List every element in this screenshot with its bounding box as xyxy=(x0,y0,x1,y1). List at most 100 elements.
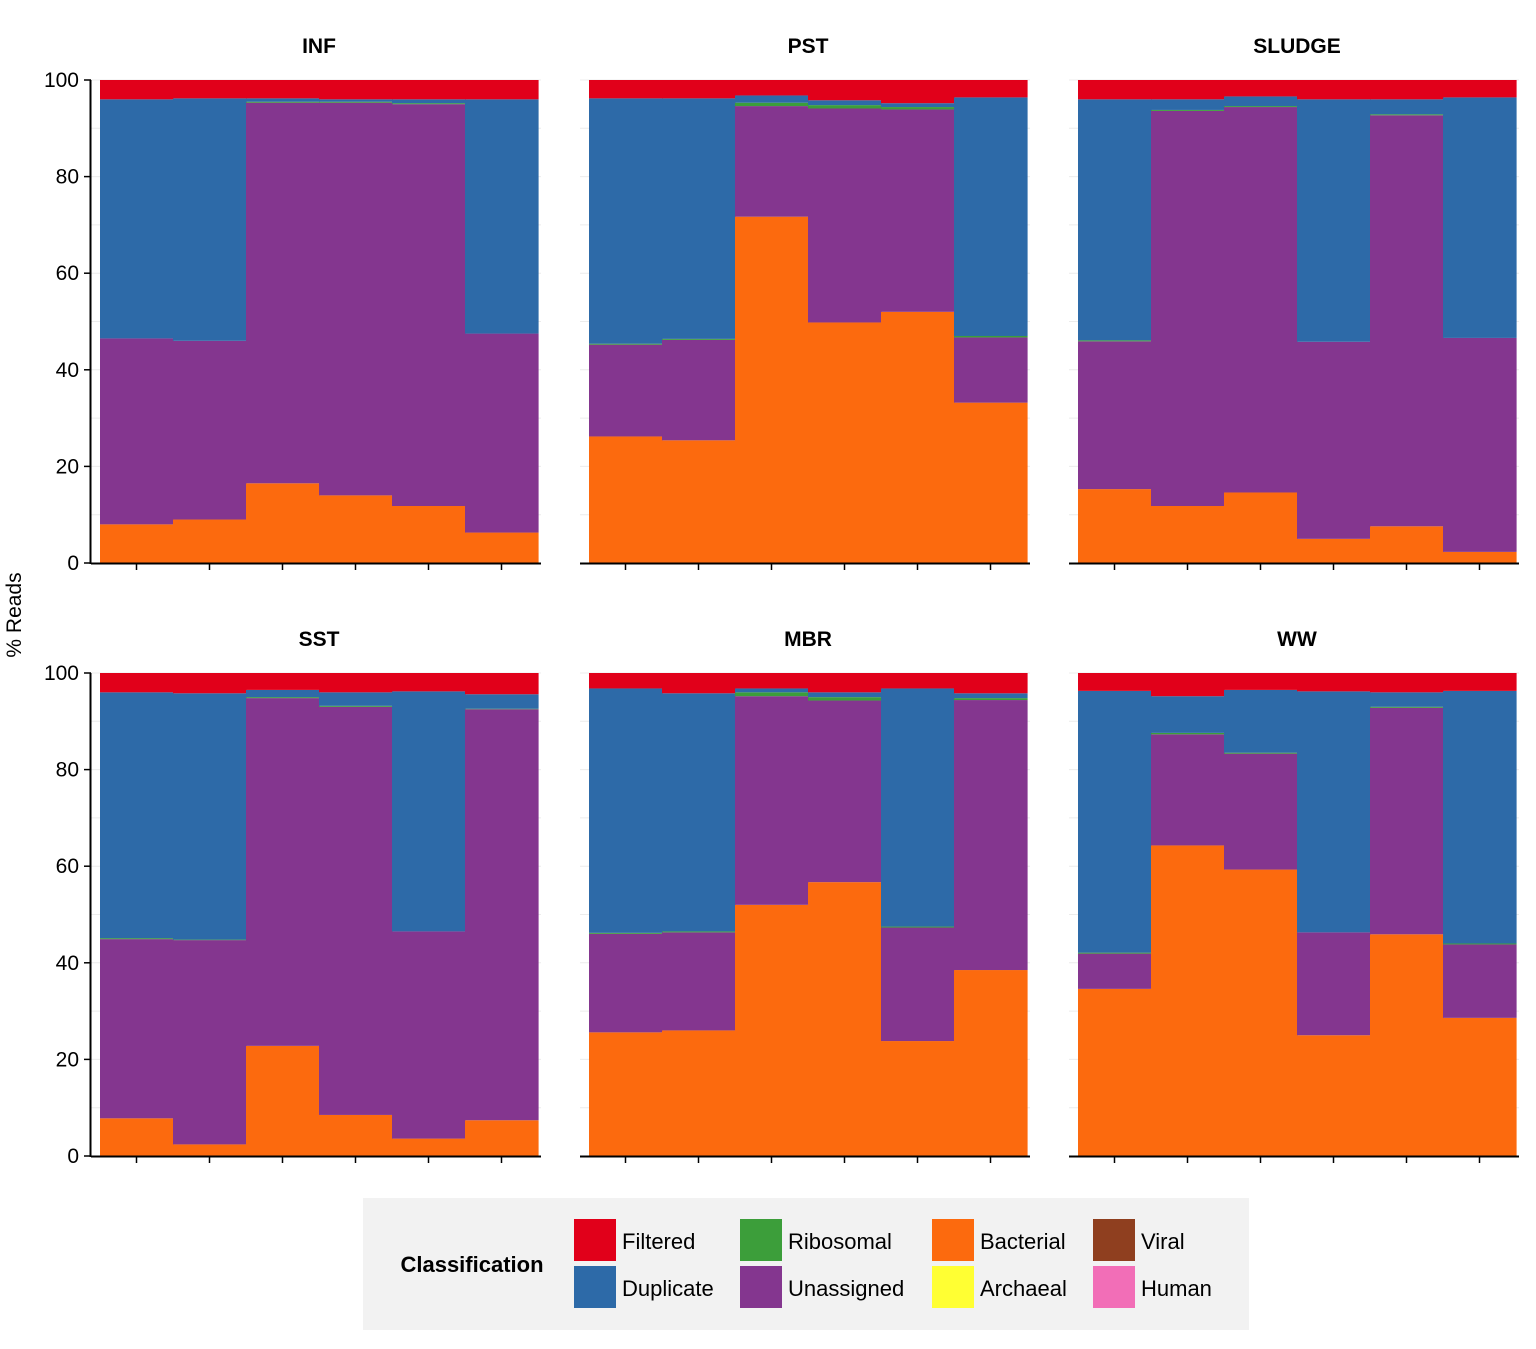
bar-segment-ribosomal xyxy=(881,107,955,110)
bar-segment-filtered xyxy=(1297,673,1371,692)
bar-segment-unassigned xyxy=(1224,753,1298,870)
legend-swatch-unassigned xyxy=(740,1266,782,1308)
bar-segment-unassigned xyxy=(1151,110,1225,507)
bar-segment-unassigned xyxy=(173,340,247,520)
bar-segment-unassigned xyxy=(319,102,393,496)
bar-segment-ribosomal xyxy=(1151,732,1225,735)
bar-segment-duplicate xyxy=(1078,99,1152,341)
bar-segment-filtered xyxy=(589,80,663,99)
bar-segment-ribosomal xyxy=(100,938,174,940)
bar-segment-unassigned xyxy=(589,344,663,437)
bar-segment-filtered xyxy=(319,80,393,100)
bar-segment-ribosomal xyxy=(735,692,809,697)
facet-pst: PST xyxy=(580,35,1030,570)
y-tick-label: 40 xyxy=(56,952,79,975)
bar-segment-filtered xyxy=(881,673,955,689)
y-tick-label: 60 xyxy=(56,262,79,285)
bar-segment-filtered xyxy=(100,673,174,693)
bar-segment-duplicate xyxy=(954,693,1028,699)
bar-segment-unassigned xyxy=(1443,337,1517,552)
bar-segment-ribosomal xyxy=(1370,114,1444,116)
legend-label-ribosomal: Ribosomal xyxy=(788,1229,892,1254)
bar-segment-duplicate xyxy=(1297,691,1371,933)
bar-segment-ribosomal xyxy=(589,343,663,345)
bar-segment-bacterial xyxy=(662,440,736,563)
bar-segment-filtered xyxy=(1224,673,1298,690)
legend-swatch-archaeal xyxy=(932,1266,974,1308)
bar-segment-filtered xyxy=(735,80,809,96)
bar-segment-ribosomal xyxy=(465,708,539,710)
bar-segment-duplicate xyxy=(173,693,247,940)
legend-swatch-duplicate xyxy=(574,1266,616,1308)
bar-segment-ribosomal xyxy=(246,101,320,103)
bar-segment-bacterial xyxy=(465,1120,539,1156)
bar-segment-ribosomal xyxy=(1224,752,1298,754)
legend-label-archaeal: Archaeal xyxy=(980,1276,1067,1301)
bar-segment-unassigned xyxy=(662,339,736,441)
bar-segment-bacterial xyxy=(881,311,955,563)
facets-layer: INF 0 20 40 60 80 100 PST SLUDGE SST 0 20 40 60 80 100 M… xyxy=(44,35,1519,1168)
bar-segment-bacterial xyxy=(589,436,663,563)
bar-segment-ribosomal xyxy=(808,697,882,701)
y-tick-label: 100 xyxy=(44,662,79,685)
bar-segment-duplicate xyxy=(1443,690,1517,944)
y-tick-label: 40 xyxy=(56,359,79,382)
bar-segment-ribosomal xyxy=(735,102,809,107)
bar-segment-bacterial xyxy=(246,1045,320,1156)
bar-segment-duplicate xyxy=(100,99,174,339)
bar-segment-duplicate xyxy=(1224,96,1298,107)
legend-swatch-ribosomal xyxy=(740,1219,782,1261)
legend-title: Classification xyxy=(400,1252,543,1277)
bar-segment-bacterial xyxy=(1443,1017,1517,1156)
bar-segment-filtered xyxy=(1151,673,1225,697)
bar-segment-bacterial xyxy=(1224,492,1298,563)
bar-segment-duplicate xyxy=(465,99,539,334)
bar-segment-bacterial xyxy=(808,322,882,563)
y-tick-label: 60 xyxy=(56,855,79,878)
bar-segment-bacterial xyxy=(954,970,1028,1156)
bar-segment-filtered xyxy=(1297,80,1371,100)
bar-segment-ribosomal xyxy=(246,697,320,699)
bar-segment-duplicate xyxy=(881,103,955,108)
bar-segment-unassigned xyxy=(1078,953,1152,989)
bar-segment-filtered xyxy=(100,80,174,100)
bar-segment-bacterial xyxy=(392,1138,466,1156)
legend-swatch-viral xyxy=(1093,1219,1135,1261)
legend-label-unassigned: Unassigned xyxy=(788,1276,904,1301)
bar-segment-duplicate xyxy=(100,692,174,939)
bar-segment-duplicate xyxy=(1078,690,1152,953)
bar-segment-ribosomal xyxy=(1078,340,1152,342)
bar-segment-filtered xyxy=(1151,80,1225,100)
bar-segment-duplicate xyxy=(319,692,393,706)
bar-segment-ribosomal xyxy=(954,698,1028,701)
facet-title: SST xyxy=(299,628,340,651)
legend-label-viral: Viral xyxy=(1141,1229,1185,1254)
bar-segment-bacterial xyxy=(1151,845,1225,1156)
bar-segment-duplicate xyxy=(589,688,663,933)
y-tick-label: 100 xyxy=(44,69,79,92)
bar-segment-unassigned xyxy=(589,933,663,1033)
bar-segment-ribosomal xyxy=(662,338,736,340)
legend-swatch-human xyxy=(1093,1266,1135,1308)
bar-segment-unassigned xyxy=(392,104,466,507)
bar-segment-duplicate xyxy=(1224,689,1298,753)
bar-segment-bacterial xyxy=(1297,1035,1371,1156)
bar-segment-bacterial xyxy=(319,1114,393,1156)
bar-segment-bacterial xyxy=(1151,506,1225,563)
bar-segment-unassigned xyxy=(881,109,955,312)
legend: Classification Filtered Duplicate Ribosoma… xyxy=(363,1198,1249,1330)
bar-segment-unassigned xyxy=(392,931,466,1139)
bar-segment-filtered xyxy=(808,80,882,101)
bar-segment-duplicate xyxy=(173,98,247,341)
bar-segment-filtered xyxy=(319,673,393,693)
bar-segment-duplicate xyxy=(246,98,320,102)
bar-segment-ribosomal xyxy=(589,932,663,934)
legend-label-filtered: Filtered xyxy=(622,1229,695,1254)
bar-segment-bacterial xyxy=(100,1118,174,1156)
bar-segment-unassigned xyxy=(465,709,539,1121)
facet-title: PST xyxy=(788,35,829,58)
bar-segment-ribosomal xyxy=(808,105,882,109)
y-axis-title: % Reads xyxy=(3,572,26,657)
bar-segment-unassigned xyxy=(246,102,320,484)
